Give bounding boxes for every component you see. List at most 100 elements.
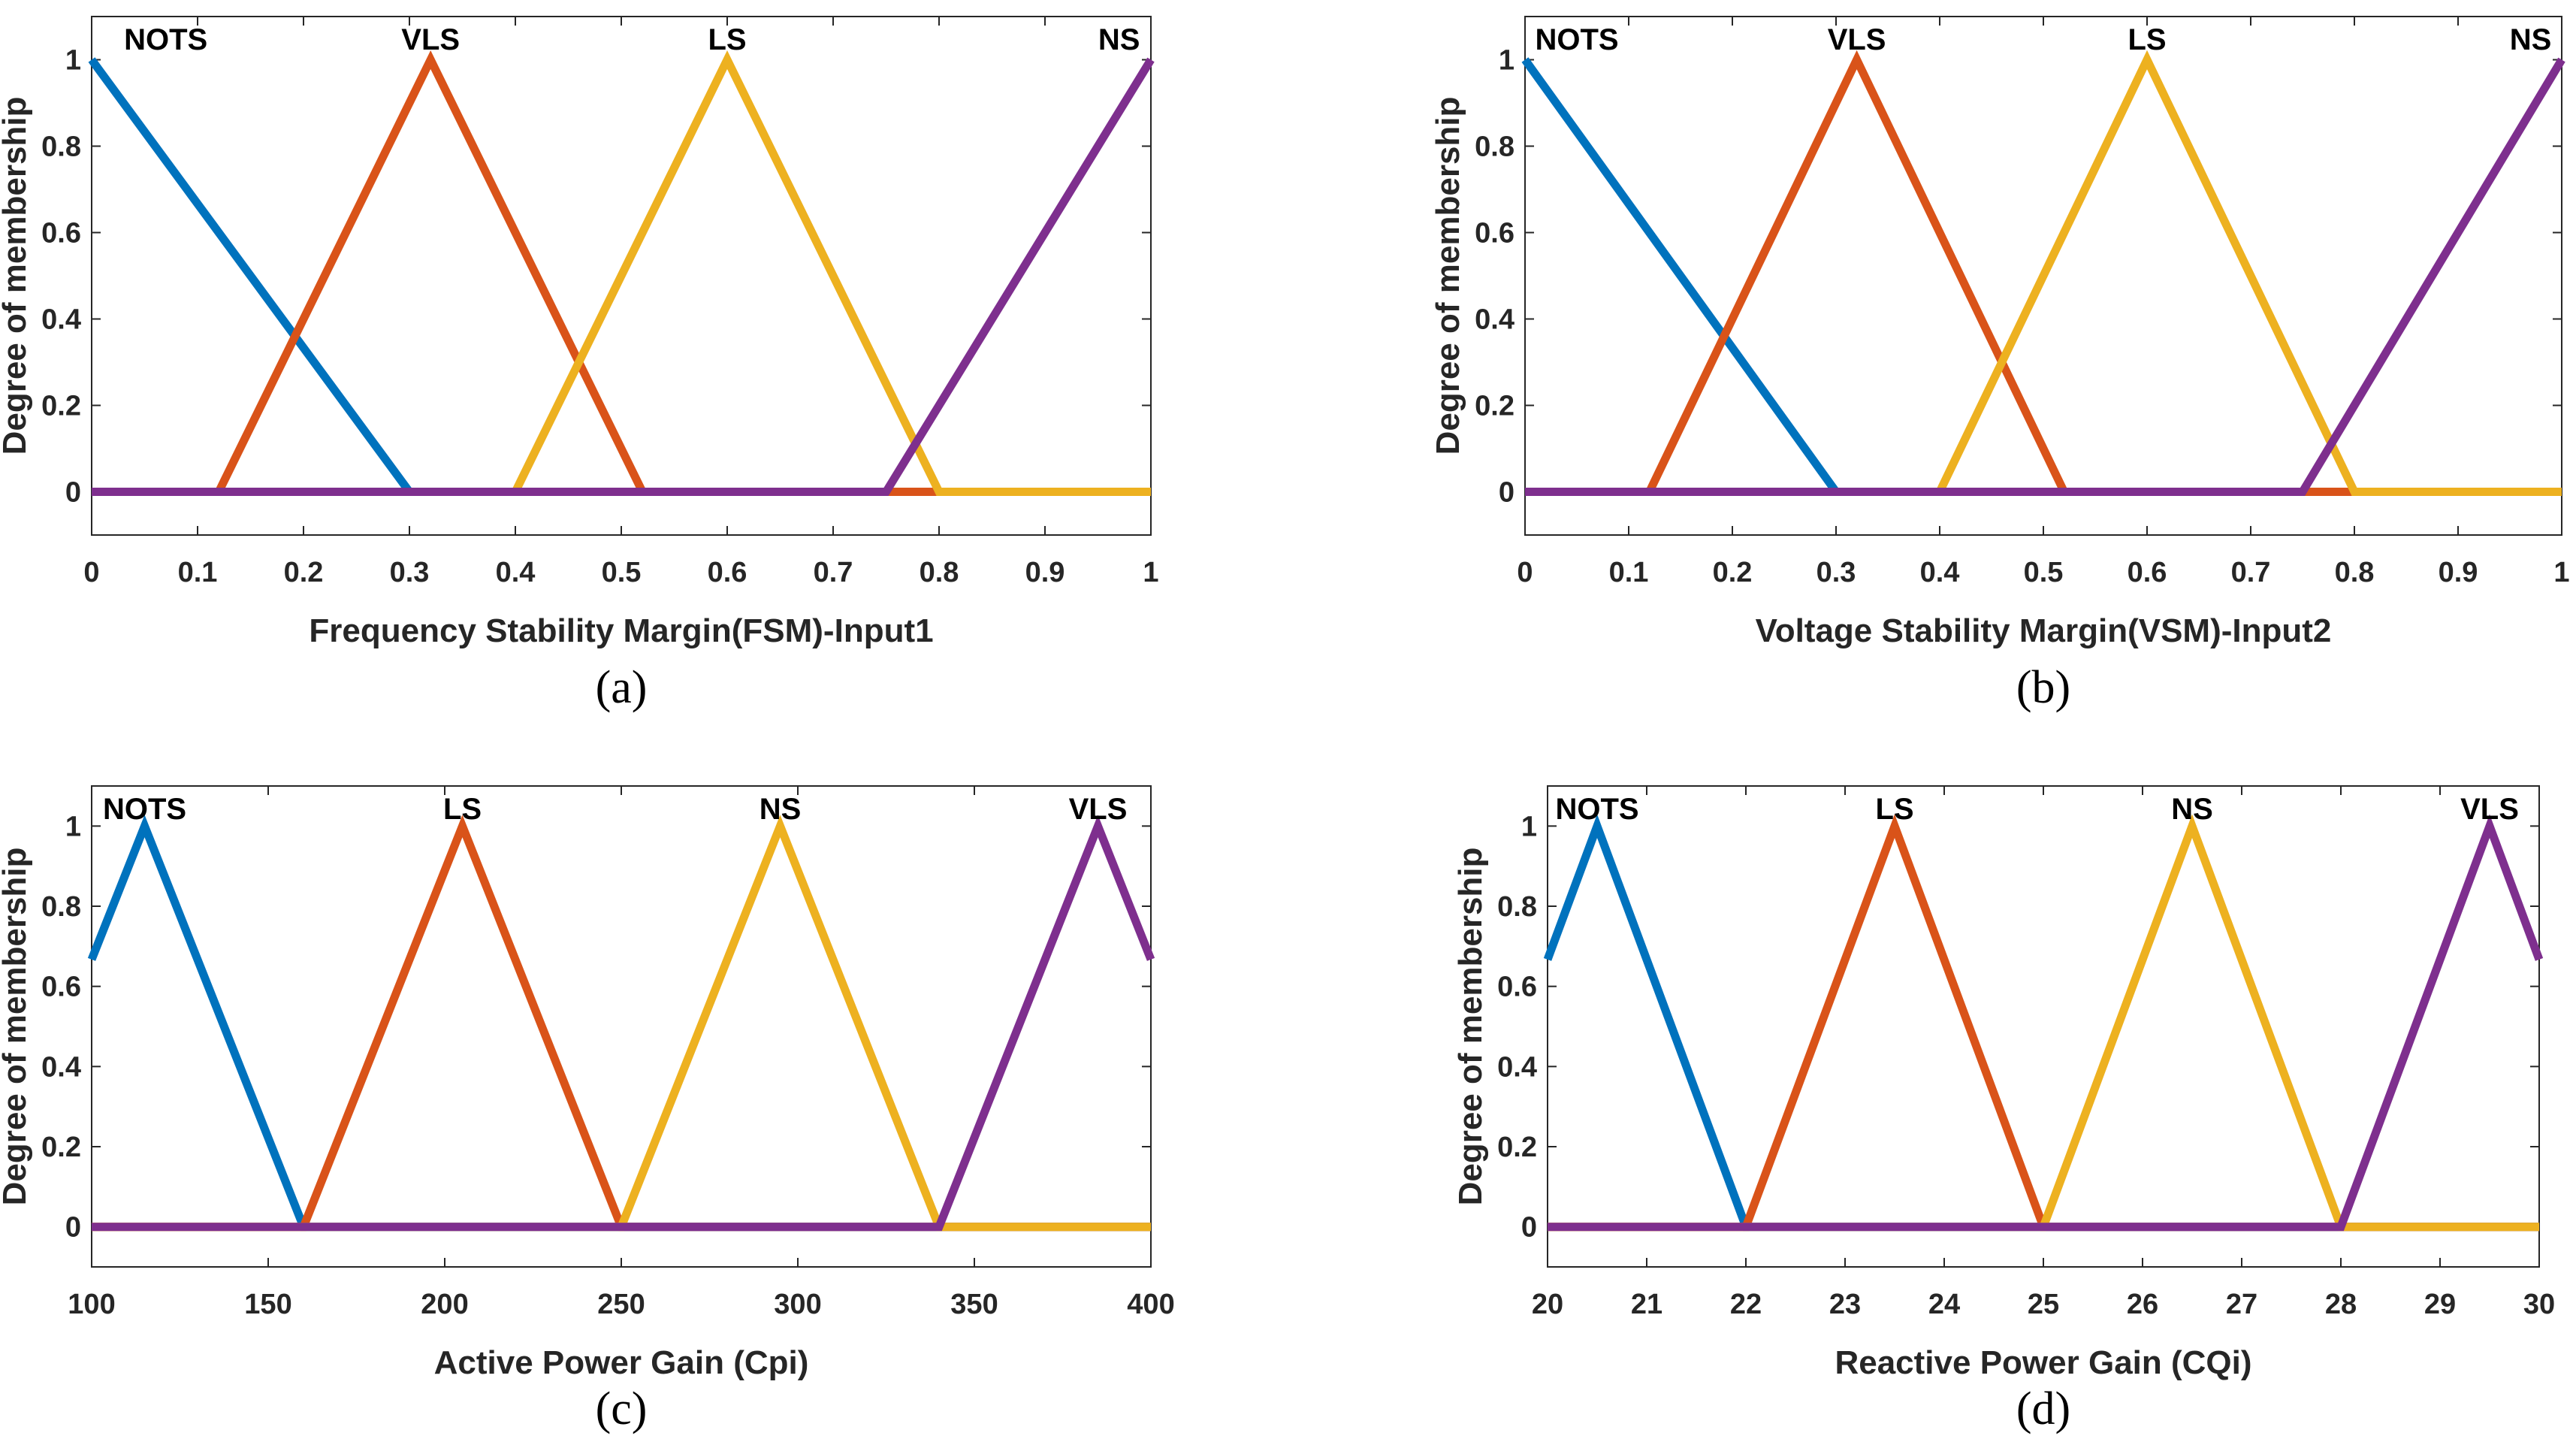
panel-caption: (a) xyxy=(596,662,648,713)
y-tick-label: 0 xyxy=(1521,1212,1537,1244)
x-tick-label: 300 xyxy=(774,1289,821,1320)
series-label-ls: LS xyxy=(2128,23,2166,56)
x-tick-label: 22 xyxy=(1730,1289,1762,1320)
y-tick-label: 0.6 xyxy=(41,972,81,1003)
y-tick-label: 0.2 xyxy=(41,391,81,422)
series-label-ls: LS xyxy=(443,793,482,826)
y-tick-label: 0.8 xyxy=(41,891,81,923)
x-tick-label: 0.4 xyxy=(496,557,536,588)
x-tick-label: 1 xyxy=(1143,557,1158,588)
series-label-nots: NOTS xyxy=(103,793,186,826)
series-line-nots xyxy=(87,815,1151,1232)
panel-caption: (b) xyxy=(2016,662,2070,713)
y-tick-label: 0.6 xyxy=(1475,218,1514,249)
y-tick-label: 1 xyxy=(65,45,81,77)
series-label-ls: LS xyxy=(1875,793,1913,826)
y-tick-label: 1 xyxy=(65,811,81,842)
series-label-ns: NS xyxy=(2510,23,2552,56)
x-tick-label: 26 xyxy=(2127,1289,2158,1320)
panel-caption: (d) xyxy=(2016,1383,2070,1434)
series-label-ns: NS xyxy=(760,793,802,826)
x-tick-label: 100 xyxy=(68,1289,115,1320)
y-tick-label: 0 xyxy=(65,477,81,509)
x-tick-label: 350 xyxy=(950,1289,998,1320)
panel-caption: (c) xyxy=(596,1383,648,1434)
series-label-nots: NOTS xyxy=(1535,23,1618,56)
y-tick-label: 0.8 xyxy=(41,131,81,163)
y-axis-title: Degree of membership xyxy=(1452,848,1489,1206)
series-label-vls: VLS xyxy=(2460,793,2519,826)
series-line-ns xyxy=(92,57,1155,496)
y-tick-label: 0.4 xyxy=(41,1051,81,1083)
x-tick-label: 0.5 xyxy=(2024,557,2064,588)
series-line-ls xyxy=(1548,814,2539,1232)
series-line-nots xyxy=(1543,814,2539,1232)
x-tick-label: 150 xyxy=(244,1289,291,1320)
y-tick-label: 0.4 xyxy=(1497,1051,1537,1083)
x-tick-label: 0 xyxy=(83,557,99,588)
series-label-ns: NS xyxy=(1098,23,1140,56)
x-axis-title: Active Power Gain (Cpi) xyxy=(434,1344,809,1381)
y-tick-label: 0.4 xyxy=(1475,304,1514,336)
y-tick-label: 1 xyxy=(1521,811,1537,842)
x-axis-title: Reactive Power Gain (CQi) xyxy=(1835,1344,2251,1381)
y-tick-label: 1 xyxy=(1499,45,1514,77)
x-tick-label: 24 xyxy=(1928,1289,1960,1320)
x-tick-label: 0.7 xyxy=(814,557,853,588)
x-tick-label: 0.6 xyxy=(708,557,747,588)
chart-panel-d: 20 21 22 23 24 25 26 27 28 29 30 0 0.2 0.4 0.6 0.8 1 NOTS… xyxy=(1452,785,2555,1434)
chart-panel-a: 0 0.1 0.2 0.3 0.4 0.5 0.6 0.7 0.8 0.9 1 0 0.2 0.4 0.6 0… xyxy=(0,16,1159,713)
series-line-ns xyxy=(1525,57,2565,496)
x-tick-label: 0.8 xyxy=(2335,557,2375,588)
series-label-nots: NOTS xyxy=(124,23,207,56)
x-tick-label: 400 xyxy=(1127,1289,1174,1320)
chart-panel-b: 0 0.1 0.2 0.3 0.4 0.5 0.6 0.7 0.8 0.9 1 0 0.2 0.4 0.6 0… xyxy=(1430,16,2570,713)
plot-frame xyxy=(91,785,1152,1268)
y-tick-label: 0.6 xyxy=(1497,972,1537,1003)
x-tick-label: 0.5 xyxy=(602,557,642,588)
x-tick-label: 0.2 xyxy=(284,557,324,588)
y-tick-label: 0.2 xyxy=(1497,1132,1537,1163)
x-tick-label: 0.4 xyxy=(1920,557,1960,588)
series-label-vls: VLS xyxy=(401,23,460,56)
y-axis-title: Degree of membership xyxy=(0,848,33,1206)
x-tick-label: 0.9 xyxy=(2439,557,2478,588)
x-tick-label: 0.8 xyxy=(920,557,959,588)
y-axis-title: Degree of membership xyxy=(0,97,33,455)
x-tick-label: 0.9 xyxy=(1025,557,1065,588)
series-line-vls xyxy=(1548,814,2544,1232)
y-axis-title: Degree of membership xyxy=(1430,97,1466,455)
y-tick-label: 0.8 xyxy=(1497,891,1537,923)
series-line-vls xyxy=(92,815,1155,1232)
x-tick-label: 30 xyxy=(2523,1289,2555,1320)
x-tick-label: 28 xyxy=(2325,1289,2357,1320)
x-tick-label: 0.3 xyxy=(1816,557,1856,588)
x-tick-label: 21 xyxy=(1631,1289,1662,1320)
chart-panel-c: 100 150 200 250 300 350 400 0 0.2 0.4 0.6 0.8 1 NOTS L… xyxy=(0,785,1175,1434)
series-line-ns xyxy=(92,815,1151,1232)
y-tick-label: 0.4 xyxy=(41,304,81,336)
series-label-vls: VLS xyxy=(1828,23,1886,56)
y-tick-label: 0.8 xyxy=(1475,131,1514,163)
x-tick-label: 23 xyxy=(1829,1289,1861,1320)
series-line-ns xyxy=(1548,814,2539,1232)
x-tick-label: 25 xyxy=(2028,1289,2059,1320)
y-tick-label: 0.6 xyxy=(41,218,81,249)
plot-frame xyxy=(1547,785,2540,1268)
y-tick-label: 0 xyxy=(65,1212,81,1244)
x-tick-label: 27 xyxy=(2226,1289,2257,1320)
y-tick-label: 0.2 xyxy=(41,1132,81,1163)
x-tick-label: 0.2 xyxy=(1713,557,1753,588)
series-label-nots: NOTS xyxy=(1555,793,1638,826)
x-tick-label: 250 xyxy=(597,1289,645,1320)
x-tick-label: 200 xyxy=(421,1289,468,1320)
x-tick-label: 20 xyxy=(1532,1289,1563,1320)
x-tick-label: 0.1 xyxy=(1609,557,1649,588)
x-tick-label: 0.6 xyxy=(2128,557,2167,588)
x-tick-label: 1 xyxy=(2553,557,2569,588)
y-tick-label: 0.2 xyxy=(1475,391,1514,422)
series-label-ns: NS xyxy=(2171,793,2213,826)
y-tick-label: 0 xyxy=(1499,477,1514,509)
series-label-ls: LS xyxy=(708,23,746,56)
